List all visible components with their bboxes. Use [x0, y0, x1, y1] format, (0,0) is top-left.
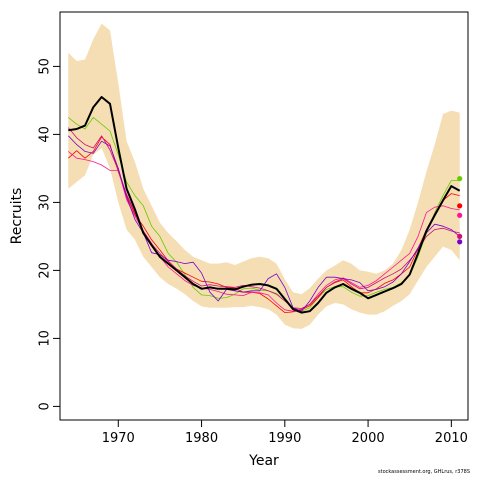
uncertainty-band-area: [68, 23, 460, 329]
x-tick-label: 1990: [268, 431, 301, 446]
retro-series-line: [67, 127, 460, 309]
series-lines: [67, 96, 461, 314]
x-axis-title: Year: [248, 453, 279, 469]
plot-frame: [59, 11, 469, 421]
uncertainty-band: [68, 23, 460, 329]
series-end-point: [457, 212, 463, 218]
retro-series-line: [68, 151, 460, 312]
credit-text: stockassessment.org, GHLrus, r378S: [378, 469, 470, 475]
y-tick-label: 40: [38, 126, 53, 143]
y-axis-title: Recruits: [9, 188, 25, 245]
retro-series-line: [68, 136, 460, 314]
series-end-point: [457, 176, 463, 182]
series-end-point: [457, 239, 463, 245]
y-tick-label: 10: [38, 330, 53, 347]
x-tick-label: 2010: [435, 431, 468, 446]
x-tick-label: 2000: [352, 431, 385, 446]
x-tick-label: 1980: [185, 431, 218, 446]
y-axis: 0 10 20 30 40 50: [38, 58, 60, 411]
y-tick-label: 30: [38, 194, 53, 211]
y-tick-label: 50: [38, 58, 53, 75]
x-tick-label: 1970: [102, 431, 135, 446]
y-tick-label: 20: [38, 262, 53, 279]
series-end-point: [457, 233, 463, 239]
end-points: [457, 176, 463, 245]
main-estimate-line: [68, 96, 461, 314]
y-tick-label: 0: [38, 402, 53, 410]
x-axis: 1970 1980 1990 2000 2010: [102, 420, 468, 446]
series-end-point: [457, 203, 463, 209]
